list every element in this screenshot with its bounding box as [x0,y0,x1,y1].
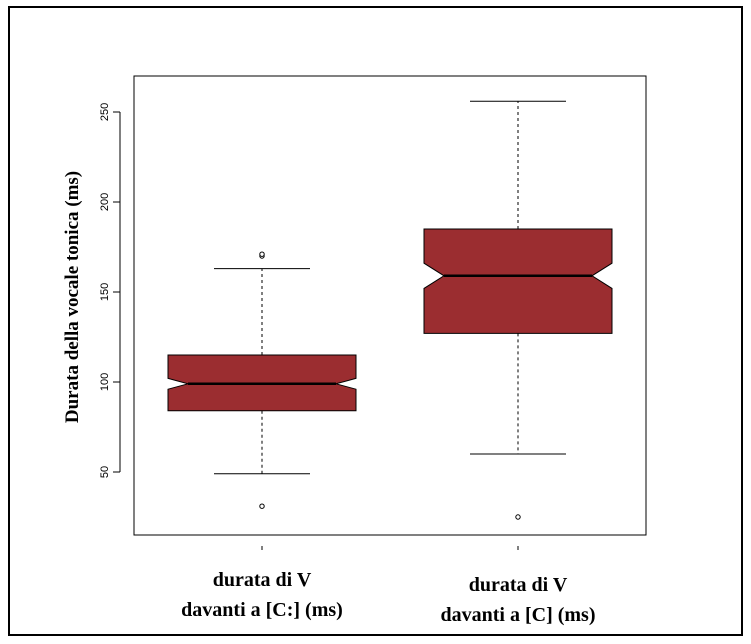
category-label: durata di V [213,569,312,591]
y-tick-label: 150 [99,283,111,301]
y-tick-label: 250 [99,103,111,121]
box-group [423,100,613,520]
y-axis-label: Durata della vocale tonica (ms) [62,171,83,423]
plot-area [133,75,647,536]
notched-box [423,228,613,334]
y-tick-label: 50 [99,466,111,478]
y-tick-label: 100 [99,373,111,391]
boxplot-chart: 50 100 150 200 250 Durata della vocale tonic… [62,75,647,626]
y-axis: 50 100 150 200 250 [99,103,121,478]
category-label: davanti a [C:] (ms) [181,599,343,621]
plot-border [133,75,647,536]
category-label: durata di V [469,574,568,596]
box-group [167,251,357,509]
chart-frame: 50 100 150 200 250 Durata della vocale tonic… [8,6,743,636]
outlier-point [259,251,265,257]
outlier-point [259,503,265,509]
y-tick-label: 200 [99,193,111,211]
category-label: davanti a [C] (ms) [441,604,596,626]
outlier-point [515,514,521,520]
boxes [167,100,613,520]
x-axis-labels: durata di V davanti a [C:] (ms) durata di … [181,546,596,626]
